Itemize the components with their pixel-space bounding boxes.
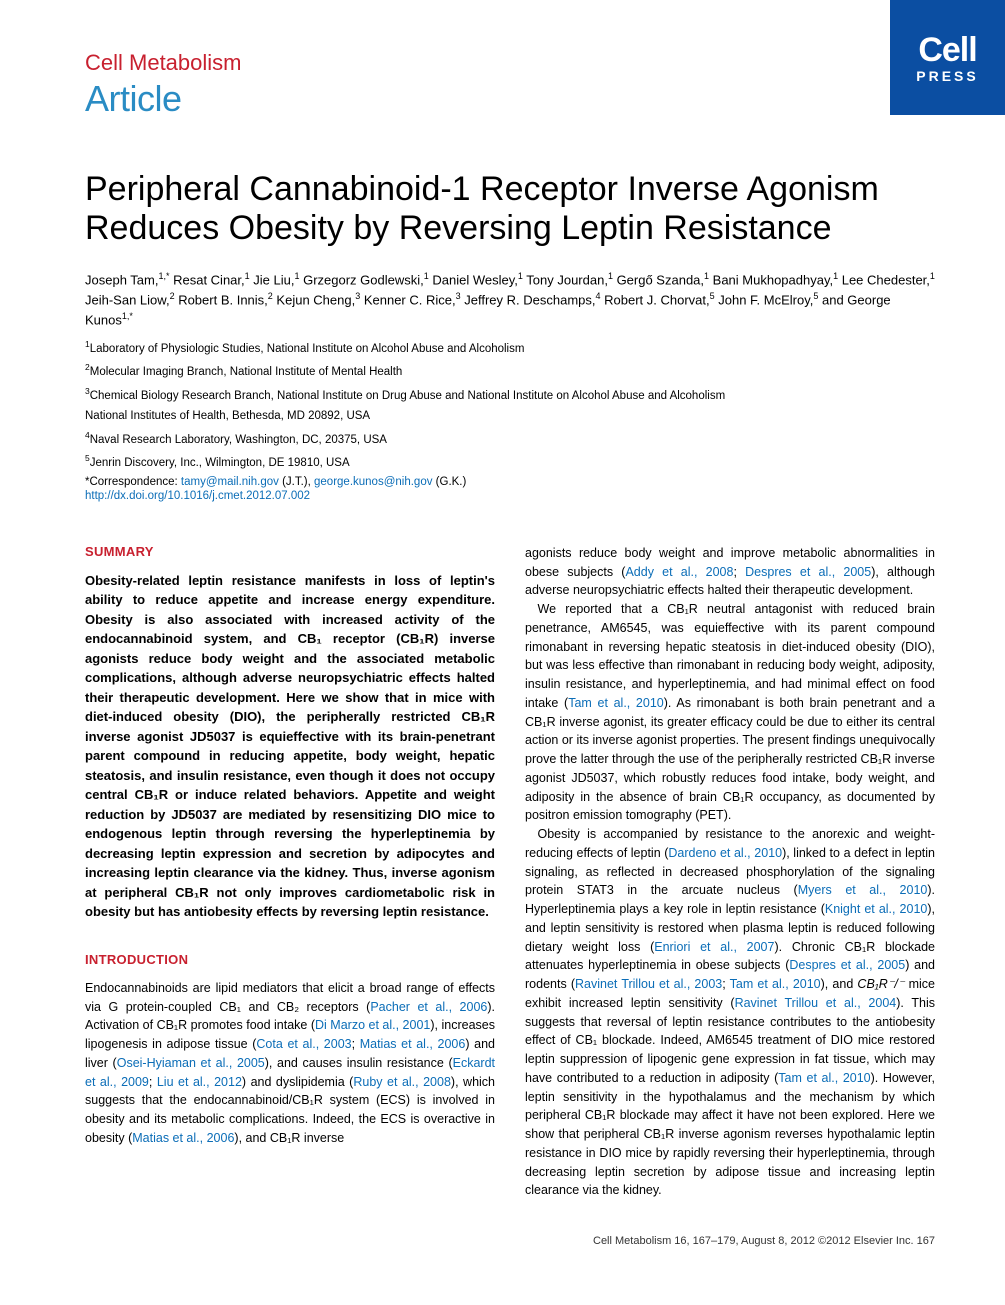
cell-press-logo: Cell PRESS (890, 0, 1005, 115)
affiliations-block: 1Laboratory of Physiologic Studies, Nati… (85, 338, 935, 472)
article-title: Peripheral Cannabinoid-1 Receptor Invers… (85, 170, 935, 248)
two-column-body: SUMMARY Obesity-related leptin resistanc… (85, 544, 935, 1200)
affiliation-line: 5Jenrin Discovery, Inc., Wilmington, DE … (85, 452, 935, 472)
page-header: Cell Metabolism Article Cell PRESS (85, 50, 935, 120)
corr-suffix: (G.K.) (432, 476, 466, 488)
journal-block: Cell Metabolism Article (85, 50, 242, 120)
author-list: Joseph Tam,1,* Resat Cinar,1 Jie Liu,1 G… (85, 270, 935, 329)
correspondence-line: *Correspondence: tamy@mail.nih.gov (J.T.… (85, 476, 935, 488)
doi-link[interactable]: http://dx.doi.org/10.1016/j.cmet.2012.07… (85, 490, 935, 502)
affiliation-line: 3Chemical Biology Research Branch, Natio… (85, 385, 935, 405)
affiliation-line: 4Naval Research Laboratory, Washington, … (85, 429, 935, 449)
article-type-label: Article (85, 78, 242, 120)
right-column: agonists reduce body weight and improve … (525, 544, 935, 1200)
page-footer: Cell Metabolism 16, 167–179, August 8, 2… (85, 1235, 935, 1247)
affiliation-line: 2Molecular Imaging Branch, National Inst… (85, 361, 935, 381)
intro-left-text: Endocannabinoids are lipid mediators tha… (85, 979, 495, 1148)
logo-text-bottom: PRESS (916, 68, 978, 84)
introduction-heading: INTRODUCTION (85, 952, 495, 967)
journal-name: Cell Metabolism (85, 50, 242, 76)
logo-text-top: Cell (918, 31, 976, 70)
corr-mid: (J.T.), (279, 476, 314, 488)
intro-right-text: agonists reduce body weight and improve … (525, 544, 935, 1200)
corr-email-1[interactable]: tamy@mail.nih.gov (181, 476, 279, 488)
corr-prefix: *Correspondence: (85, 476, 181, 488)
corr-email-2[interactable]: george.kunos@nih.gov (314, 476, 432, 488)
affiliation-line: 1Laboratory of Physiologic Studies, Nati… (85, 338, 935, 358)
summary-text: Obesity-related leptin resistance manife… (85, 571, 495, 922)
affiliation-line: National Institutes of Health, Bethesda,… (85, 408, 935, 425)
summary-heading: SUMMARY (85, 544, 495, 559)
left-column: SUMMARY Obesity-related leptin resistanc… (85, 544, 495, 1200)
